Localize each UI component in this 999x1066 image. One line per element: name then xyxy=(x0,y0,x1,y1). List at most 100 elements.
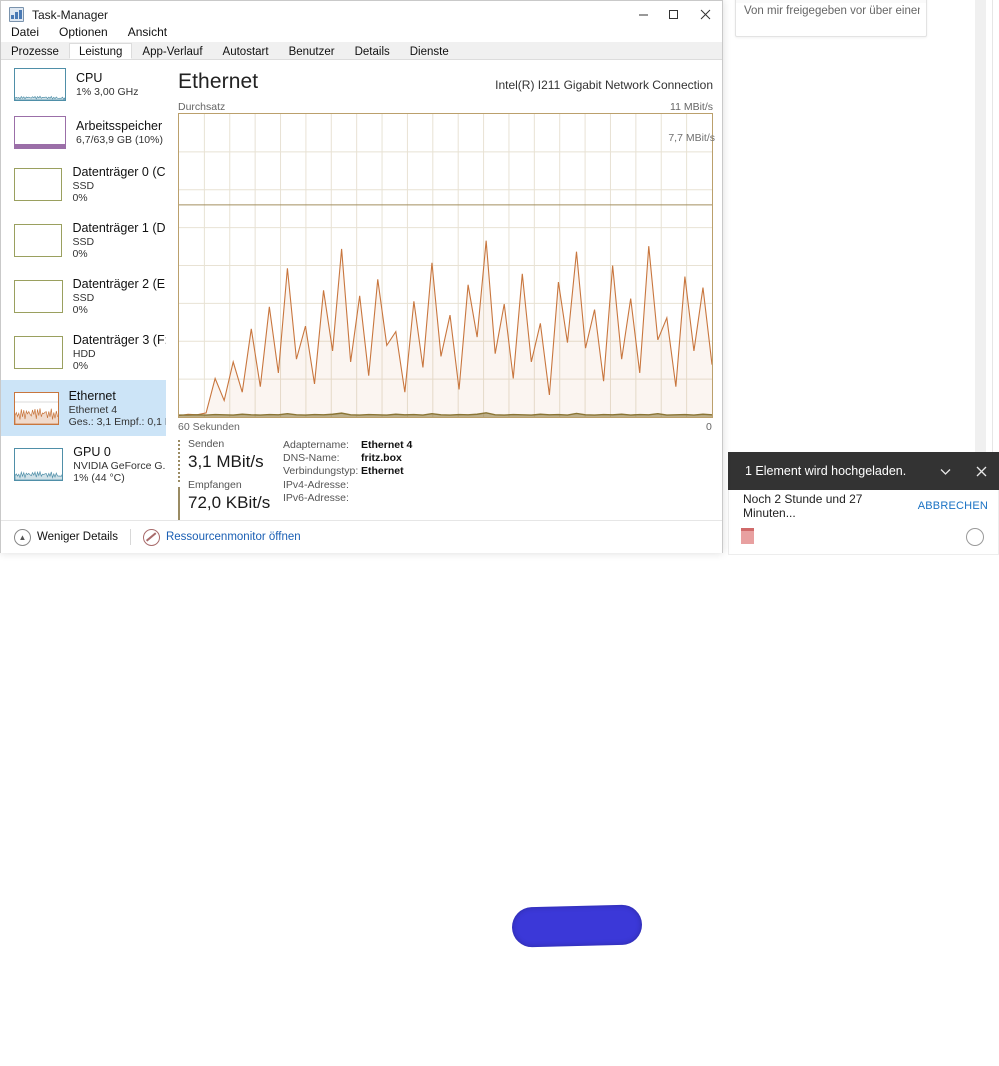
open-resource-monitor-link[interactable]: Ressourcenmonitor öffnen xyxy=(142,528,301,546)
sidebar-item-label: Ethernet xyxy=(68,388,116,403)
detail-row: DNS-Name: fritz.box xyxy=(283,451,412,464)
tab-benutzer[interactable]: Benutzer xyxy=(288,46,335,58)
sidebar-item-arbeitsspeicher[interactable]: Arbeitsspeicher 6,7/63,9 GB (10%) xyxy=(1,108,166,156)
resource-monitor-label: Ressourcenmonitor öffnen xyxy=(165,531,301,543)
sidebar-item-sub2: 0% xyxy=(72,247,88,260)
receive-label: Empfangen xyxy=(188,479,242,491)
sidebar-item-text: Datenträger 1 (D:) SSD 0% xyxy=(72,221,166,260)
menu-bar: Datei Optionen Ansicht xyxy=(1,23,177,41)
maximize-button[interactable] xyxy=(658,1,688,28)
sidebar-thumbnail xyxy=(14,391,59,425)
menu-datei[interactable]: Datei xyxy=(11,25,40,39)
task-manager-window: Task-Manager Datei Optionen Ansicht Proz… xyxy=(0,0,723,948)
cancel-upload-button[interactable]: ABBRECHEN xyxy=(917,500,988,512)
window-controls xyxy=(628,1,722,28)
card-thumbnail xyxy=(736,0,926,3)
title-bar[interactable]: Task-Manager xyxy=(1,1,722,28)
upload-toast-header: 1 Element wird hochgeladen. xyxy=(728,452,999,490)
window-footer: ▲ Weniger Details Ressourcenmonitor öffn… xyxy=(1,520,722,553)
chevron-down-icon[interactable] xyxy=(927,452,963,490)
sidebar-item-sub1: SSD xyxy=(72,291,95,304)
chart-max-label: 11 MBit/s xyxy=(670,101,713,113)
shared-file-card[interactable]: Von mir freigegeben vor über einem ... xyxy=(735,0,927,37)
detail-value: Ethernet xyxy=(361,465,404,478)
page-scrollbar[interactable] xyxy=(975,0,986,555)
sidebar-item-label: Arbeitsspeicher xyxy=(76,118,163,133)
sidebar-item-sub2: 0% xyxy=(72,191,88,204)
sidebar-item-sub1: 6,7/63,9 GB (10%) xyxy=(76,133,163,146)
detail-key: IPv4-Adresse: xyxy=(283,478,349,491)
throughput-summary: Senden 3,1 MBit/s Empfangen 72,0 KBit/s xyxy=(178,438,278,528)
less-details-label: Weniger Details xyxy=(37,531,118,543)
sidebar-item-gpu-0[interactable]: GPU 0 NVIDIA GeForce G... 1% (44 °C) xyxy=(1,436,166,492)
close-icon[interactable] xyxy=(963,452,999,490)
send-legend-marker xyxy=(178,440,180,484)
detail-row: Verbindungstyp: Ethernet xyxy=(283,465,412,478)
minimize-button[interactable] xyxy=(628,1,658,28)
upload-status-row: Noch 2 Stunde und 27 Minuten... ABBRECHE… xyxy=(729,492,999,520)
sidebar-item-cpu[interactable]: CPU 1% 3,00 GHz xyxy=(1,60,166,108)
menu-ansicht[interactable]: Ansicht xyxy=(127,25,168,39)
chart-line-senden xyxy=(179,240,712,417)
sidebar-item-text: GPU 0 NVIDIA GeForce G... 1% (44 °C) xyxy=(73,445,166,484)
sidebar-item-label: Datenträger 3 (F:) xyxy=(72,332,166,347)
sidebar-item-text: Arbeitsspeicher 6,7/63,9 GB (10%) xyxy=(76,119,163,146)
file-type-icon xyxy=(741,528,754,544)
resource-monitor-icon xyxy=(142,528,160,546)
sidebar-thumbnail xyxy=(14,279,63,313)
tab-app-verlauf[interactable]: App-Verlauf xyxy=(142,46,203,58)
sidebar-item-sub2: Ges.: 3,1 Empf.: 0,1 MBi xyxy=(68,415,166,428)
sidebar-item-text: Datenträger 0 (C:) SSD 0% xyxy=(72,165,166,204)
sidebar-item-label: Datenträger 1 (D:) xyxy=(72,220,166,235)
sidebar-item-datentr-ger-1-d[interactable]: Datenträger 1 (D:) SSD 0% xyxy=(1,212,166,268)
task-manager-icon xyxy=(9,7,24,22)
sidebar-item-sub1: 1% 3,00 GHz xyxy=(76,85,139,98)
resource-sidebar[interactable]: CPU 1% 3,00 GHz Arbeitsspeicher 6,7/63,9 GB… xyxy=(1,60,166,520)
tab-details[interactable]: Details xyxy=(354,46,390,58)
sidebar-thumbnail xyxy=(14,447,64,481)
sidebar-item-datentr-ger-0-c[interactable]: Datenträger 0 (C:) SSD 0% xyxy=(1,156,166,212)
throughput-chart[interactable] xyxy=(178,113,713,418)
sidebar-item-sub1: HDD xyxy=(72,347,96,360)
receive-legend-marker xyxy=(178,487,180,528)
upload-time-remaining: Noch 2 Stunde und 27 Minuten... xyxy=(743,492,863,520)
tab-strip: Prozesse Leistung App-Verlauf Autostart … xyxy=(1,42,722,60)
detail-row: IPv6-Adresse: xyxy=(283,491,412,504)
x-axis-right-label: 0 xyxy=(706,421,712,433)
close-button[interactable] xyxy=(688,1,722,28)
sidebar-item-datentr-ger-2-e[interactable]: Datenträger 2 (E:) SSD 0% xyxy=(1,268,166,324)
sidebar-thumbnail xyxy=(14,67,66,101)
tab-dienste[interactable]: Dienste xyxy=(409,46,449,58)
tab-leistung[interactable]: Leistung xyxy=(68,43,133,59)
throughput-chart-svg xyxy=(179,114,712,417)
sidebar-item-sub1: NVIDIA GeForce G... xyxy=(73,459,166,472)
upload-toast-title: 1 Element wird hochgeladen. xyxy=(745,464,907,478)
send-label: Senden xyxy=(188,438,225,450)
sidebar-item-label: GPU 0 xyxy=(73,444,111,459)
sidebar-item-text: CPU 1% 3,00 GHz xyxy=(76,71,138,98)
x-axis-left-label: 60 Sekunden xyxy=(178,421,240,433)
footer-divider xyxy=(129,529,131,545)
tab-autostart[interactable]: Autostart xyxy=(222,46,269,58)
chart-line-empfangen xyxy=(179,412,712,416)
statistics-panel: Senden 3,1 MBit/s Empfangen 72,0 KBit/s … xyxy=(178,438,718,948)
detail-key: Verbindungstyp: xyxy=(283,465,359,478)
sidebar-item-sub2: 0% xyxy=(72,359,89,372)
sidebar-item-text: Datenträger 2 (E:) SSD 0% xyxy=(73,277,166,316)
detail-row: IPv4-Adresse: xyxy=(283,478,412,491)
less-details-button[interactable]: ▲ Weniger Details xyxy=(1,528,118,546)
detail-row: Adaptername: Ethernet 4 xyxy=(283,438,412,451)
sidebar-item-sub1: SSD xyxy=(72,179,95,192)
tab-prozesse[interactable]: Prozesse xyxy=(11,46,59,58)
sidebar-thumbnail xyxy=(14,167,63,201)
menu-optionen[interactable]: Optionen xyxy=(59,25,108,39)
sidebar-item-datentr-ger-3-f[interactable]: Datenträger 3 (F:) HDD 0% xyxy=(1,324,166,380)
sidebar-item-label: Datenträger 0 (C:) xyxy=(72,164,166,179)
page-title: Ethernet xyxy=(178,70,259,93)
chevron-up-circle-icon: ▲ xyxy=(14,528,31,546)
receive-value: 72,0 KBit/s xyxy=(188,493,271,512)
sidebar-item-sub1: SSD xyxy=(72,235,95,248)
sidebar-item-text: Datenträger 3 (F:) HDD 0% xyxy=(73,333,166,372)
